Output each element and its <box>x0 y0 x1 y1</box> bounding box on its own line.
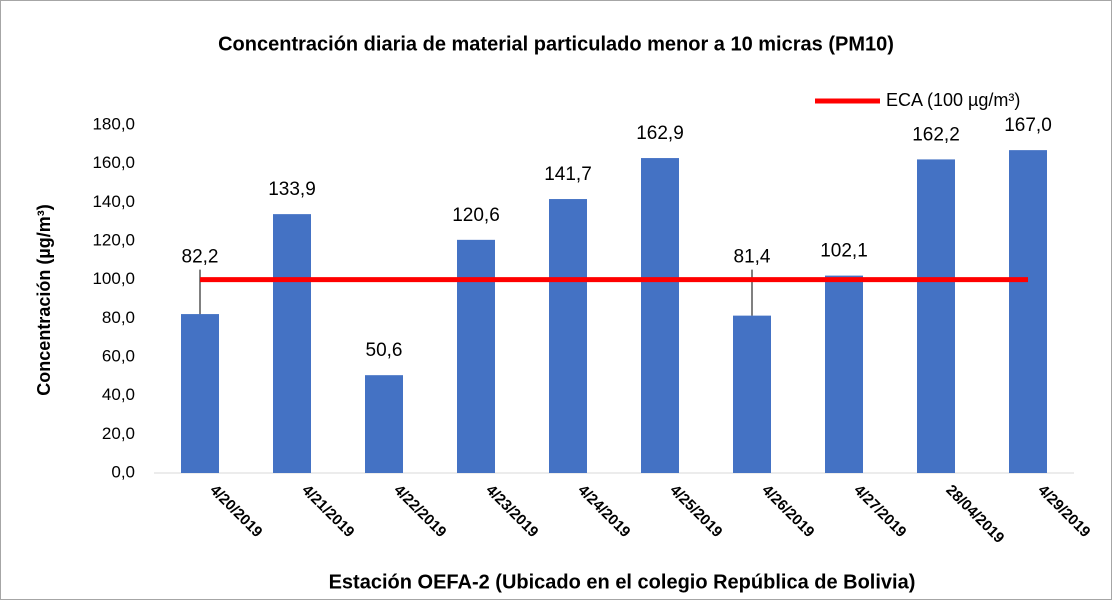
bar <box>365 375 403 473</box>
bar <box>917 159 955 473</box>
data-label: 50,6 <box>366 340 403 361</box>
y-tick-label: 140,0 <box>92 192 135 211</box>
data-label: 82,2 <box>182 247 219 268</box>
y-tick-label: 160,0 <box>92 153 135 172</box>
bar <box>733 315 771 473</box>
y-tick-label: 40,0 <box>102 385 135 404</box>
y-tick-label: 0,0 <box>111 462 135 481</box>
data-label: 167,0 <box>1004 115 1052 136</box>
y-tick-label: 100,0 <box>92 269 135 288</box>
y-tick-label: 180,0 <box>92 114 135 133</box>
bar <box>457 239 495 473</box>
bar <box>549 199 587 473</box>
bar <box>825 275 863 473</box>
bar <box>1009 150 1047 473</box>
chart-title: Concentración diaria de material particu… <box>218 33 894 55</box>
data-label: 162,9 <box>636 123 684 144</box>
x-axis-title: Estación OEFA-2 (Ubicado en el colegio R… <box>329 571 916 593</box>
data-label: 102,1 <box>820 241 868 262</box>
data-label: 81,4 <box>734 247 771 268</box>
data-label: 162,2 <box>912 124 960 145</box>
bar <box>181 314 219 473</box>
y-axis-title: Concentración (µg/m³) <box>34 204 54 395</box>
legend-label: ECA (100 µg/m³) <box>886 90 1020 110</box>
data-label: 120,6 <box>452 205 500 226</box>
y-tick-label: 20,0 <box>102 424 135 443</box>
bar <box>641 158 679 473</box>
y-tick-label: 120,0 <box>92 230 135 249</box>
y-tick-label: 60,0 <box>102 346 135 365</box>
data-label: 141,7 <box>544 164 592 185</box>
bar <box>273 214 311 474</box>
y-tick-label: 80,0 <box>102 308 135 327</box>
data-label: 133,9 <box>268 179 316 200</box>
